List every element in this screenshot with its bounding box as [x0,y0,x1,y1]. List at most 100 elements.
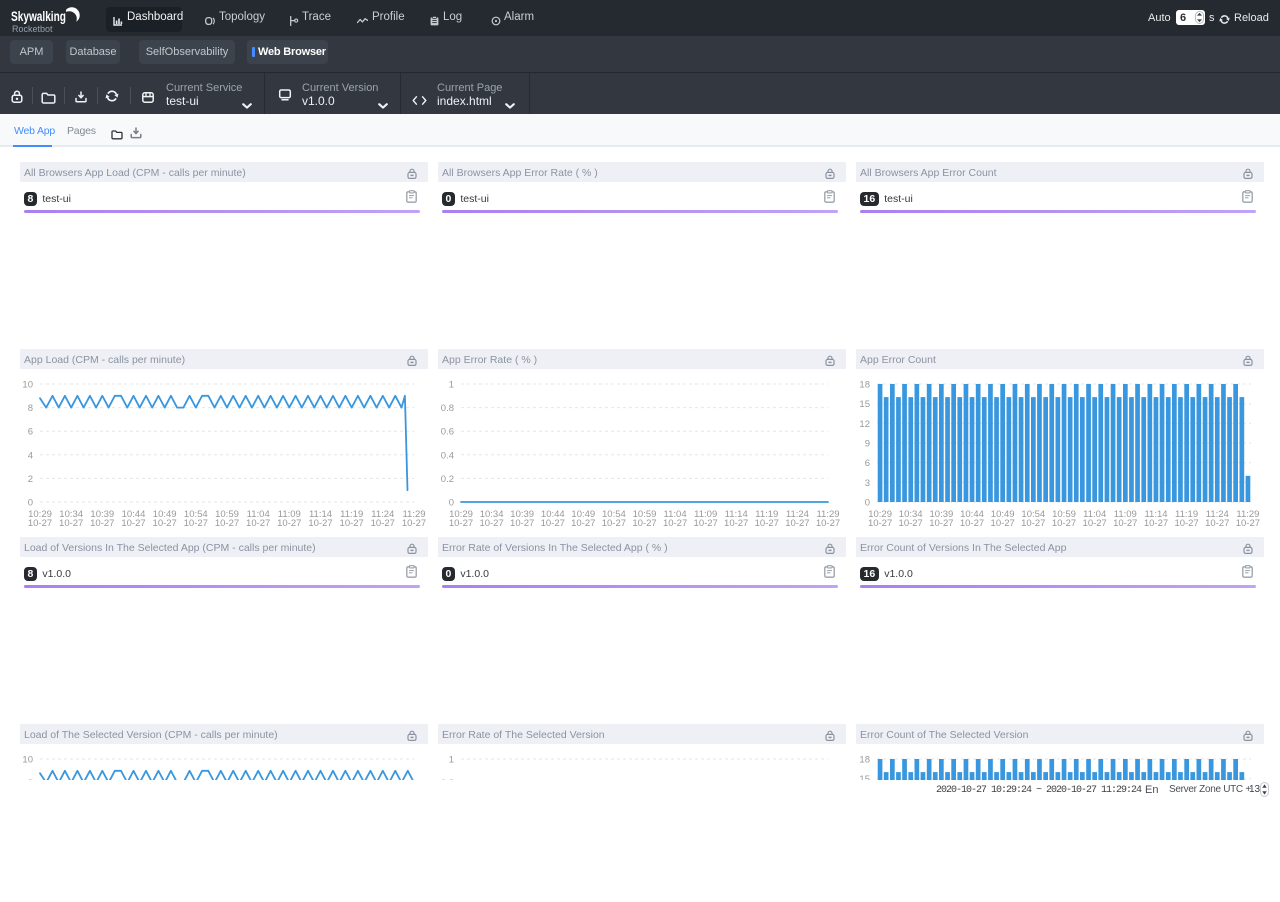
svg-text:10:39: 10:39 [930,509,954,520]
svg-text:10-27: 10-27 [215,518,239,527]
svg-text:10:59: 10:59 [215,509,239,520]
svg-text:10: 10 [22,755,33,766]
svg-text:10-27: 10-27 [724,518,748,527]
svg-text:11:29: 11:29 [402,509,425,520]
svg-text:10-27: 10-27 [153,518,177,527]
svg-text:1: 1 [449,380,454,391]
svg-text:10-27: 10-27 [277,518,301,527]
svg-text:10:59: 10:59 [1052,509,1076,520]
svg-text:10-27: 10-27 [929,518,953,527]
svg-text:11:14: 11:14 [1144,509,1167,520]
svg-text:10-27: 10-27 [1236,518,1260,527]
svg-text:10-27: 10-27 [755,518,779,527]
svg-text:10:34: 10:34 [480,509,504,520]
svg-text:11:04: 11:04 [1083,509,1106,520]
svg-text:10:49: 10:49 [153,509,177,520]
svg-text:18: 18 [859,380,870,391]
svg-text:10-27: 10-27 [308,518,332,527]
svg-text:2: 2 [28,474,33,485]
svg-text:10:29: 10:29 [449,509,473,520]
svg-text:10-27: 10-27 [340,518,364,527]
svg-text:10-27: 10-27 [1144,518,1168,527]
svg-text:10-27: 10-27 [1113,518,1137,527]
svg-text:10-27: 10-27 [899,518,923,527]
svg-text:10-27: 10-27 [184,518,208,527]
svg-text:10:39: 10:39 [510,509,534,520]
svg-text:10:44: 10:44 [541,509,565,520]
svg-text:10-27: 10-27 [1021,518,1045,527]
svg-text:10-27: 10-27 [541,518,565,527]
svg-text:10-27: 10-27 [816,518,840,527]
svg-text:3: 3 [865,478,870,489]
svg-text:9: 9 [865,439,870,450]
svg-text:12: 12 [859,419,870,430]
svg-text:10-27: 10-27 [28,518,52,527]
svg-text:10:44: 10:44 [960,509,984,520]
svg-text:10:44: 10:44 [122,509,146,520]
svg-text:10-27: 10-27 [571,518,595,527]
svg-text:10-27: 10-27 [479,518,503,527]
svg-text:10-27: 10-27 [90,518,114,527]
svg-text:10-27: 10-27 [1174,518,1198,527]
svg-text:0.2: 0.2 [441,474,454,485]
svg-text:10: 10 [22,380,33,391]
svg-text:10:49: 10:49 [571,509,595,520]
svg-text:0: 0 [449,498,454,509]
svg-text:10-27: 10-27 [449,518,473,527]
svg-text:8: 8 [28,403,33,414]
svg-text:10:59: 10:59 [633,509,657,520]
svg-text:11:19: 11:19 [755,509,778,520]
svg-text:10:34: 10:34 [59,509,83,520]
svg-text:10-27: 10-27 [785,518,809,527]
svg-text:11:04: 11:04 [247,509,270,520]
svg-text:10:39: 10:39 [90,509,114,520]
svg-text:10-27: 10-27 [868,518,892,527]
svg-text:10-27: 10-27 [246,518,270,527]
svg-text:10-27: 10-27 [602,518,626,527]
svg-text:11:29: 11:29 [1236,509,1259,520]
svg-text:0.4: 0.4 [441,450,454,461]
svg-text:10-27: 10-27 [1083,518,1107,527]
svg-text:10-27: 10-27 [371,518,395,527]
svg-text:0: 0 [28,498,33,509]
svg-text:11:24: 11:24 [786,509,809,520]
svg-text:1: 1 [449,755,454,766]
svg-text:11:04: 11:04 [664,509,687,520]
svg-text:10:29: 10:29 [28,509,52,520]
svg-text:6: 6 [865,458,870,469]
svg-text:15: 15 [859,399,870,410]
svg-text:10:34: 10:34 [899,509,923,520]
svg-text:11:09: 11:09 [278,509,301,520]
svg-text:10:29: 10:29 [868,509,892,520]
svg-text:10:54: 10:54 [602,509,626,520]
svg-text:6: 6 [28,427,33,438]
svg-text:11:19: 11:19 [340,509,363,520]
svg-text:10:54: 10:54 [1021,509,1045,520]
svg-text:10-27: 10-27 [510,518,534,527]
svg-text:11:24: 11:24 [371,509,394,520]
svg-text:15: 15 [859,774,870,785]
svg-text:0.8: 0.8 [441,403,454,414]
svg-text:10-27: 10-27 [1052,518,1076,527]
svg-text:10:54: 10:54 [184,509,208,520]
svg-text:10-27: 10-27 [121,518,145,527]
svg-text:10-27: 10-27 [991,518,1015,527]
svg-text:18: 18 [859,755,870,766]
svg-text:10:49: 10:49 [991,509,1015,520]
svg-text:10-27: 10-27 [663,518,687,527]
svg-text:11:14: 11:14 [725,509,748,520]
svg-text:0: 0 [865,498,870,509]
svg-text:10-27: 10-27 [694,518,718,527]
svg-text:11:29: 11:29 [816,509,839,520]
svg-text:11:09: 11:09 [1114,509,1137,520]
svg-text:10-27: 10-27 [632,518,656,527]
svg-text:10-27: 10-27 [1205,518,1229,527]
svg-text:10-27: 10-27 [960,518,984,527]
svg-text:11:14: 11:14 [309,509,332,520]
svg-text:10-27: 10-27 [59,518,83,527]
svg-text:0.6: 0.6 [441,427,454,438]
svg-text:10-27: 10-27 [402,518,426,527]
svg-text:11:24: 11:24 [1206,509,1229,520]
svg-text:4: 4 [28,450,33,461]
svg-text:11:09: 11:09 [694,509,717,520]
